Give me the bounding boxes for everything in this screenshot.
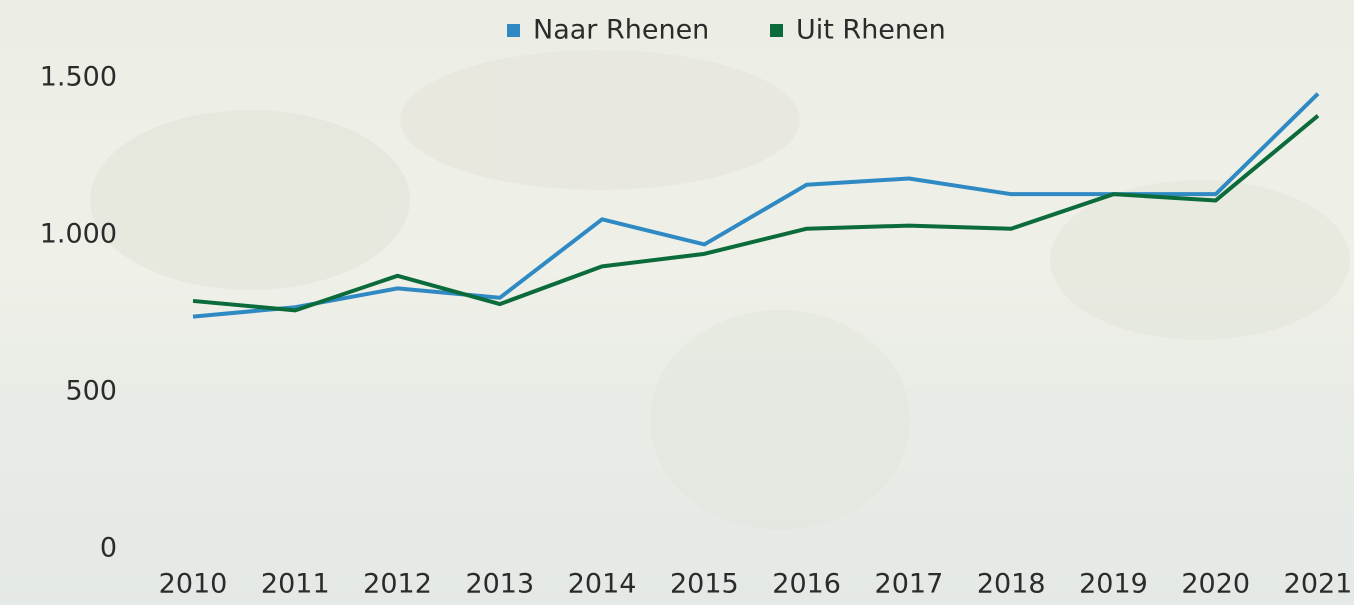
x-tick-label: 2016 — [772, 569, 841, 600]
legend-label: Naar Rhenen — [533, 15, 709, 46]
legend-marker — [770, 24, 783, 37]
x-tick-label: 2019 — [1079, 569, 1148, 600]
y-tick-label: 1.000 — [40, 219, 117, 250]
x-tick-label: 2018 — [977, 569, 1046, 600]
chart: 0 500 1.000 1.500 2010 2011 2012 2013 2014 2015 20… — [0, 0, 1354, 605]
x-tick-label: 2020 — [1181, 569, 1250, 600]
x-tick-label: 2012 — [363, 569, 432, 600]
y-tick-label: 500 — [65, 376, 117, 407]
x-tick-label: 2021 — [1284, 569, 1353, 600]
x-tick-label: 2014 — [568, 569, 637, 600]
x-tick-label: 2011 — [261, 569, 330, 600]
x-tick-label: 2013 — [465, 569, 534, 600]
legend-marker — [507, 24, 520, 37]
y-tick-label: 0 — [100, 533, 117, 564]
page: {"chart_data": {"type": "line", "categor… — [0, 0, 1354, 605]
legend-label: Uit Rhenen — [796, 15, 946, 46]
y-tick-label: 1.500 — [40, 62, 117, 93]
x-tick-label: 2015 — [670, 569, 739, 600]
x-tick-label: 2010 — [159, 569, 228, 600]
x-tick-label: 2017 — [875, 569, 944, 600]
